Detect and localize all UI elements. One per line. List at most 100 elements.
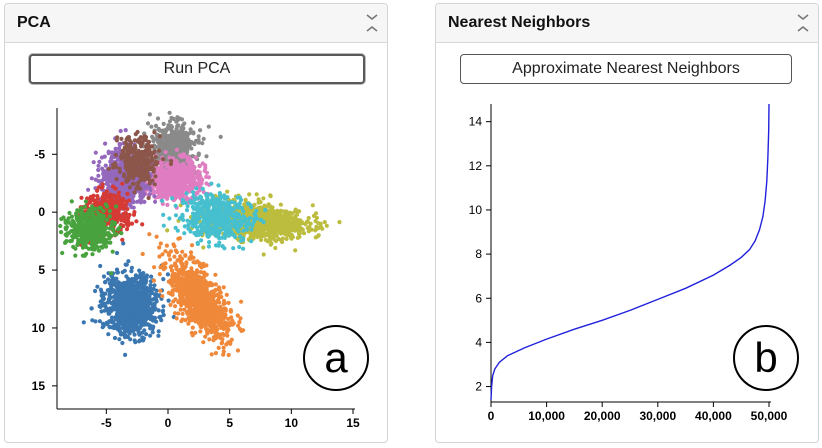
data-point [143, 285, 148, 290]
data-point [223, 313, 228, 318]
data-point [170, 283, 175, 288]
data-point [306, 215, 311, 221]
data-point [278, 202, 283, 207]
data-point [142, 328, 147, 333]
data-point [98, 304, 103, 309]
data-point [135, 302, 140, 307]
data-point [167, 257, 173, 262]
scatter-points [58, 110, 342, 358]
data-point [166, 290, 171, 295]
data-point [190, 275, 195, 280]
data-point [167, 110, 172, 115]
data-point [117, 169, 122, 174]
data-point [140, 335, 145, 340]
data-point [239, 328, 244, 333]
data-point [146, 299, 151, 304]
series-cluster-blue [81, 241, 176, 357]
data-point [162, 174, 167, 179]
data-point [274, 232, 279, 238]
data-point [89, 176, 94, 181]
data-point [153, 295, 158, 301]
data-point [156, 194, 161, 199]
data-point [141, 151, 146, 156]
data-point [114, 177, 119, 182]
data-point [218, 319, 223, 324]
data-point [282, 212, 287, 217]
data-point [209, 352, 214, 357]
data-point [136, 148, 141, 153]
data-point [180, 311, 185, 316]
data-point [175, 193, 181, 198]
data-point [219, 294, 224, 300]
data-point [284, 236, 289, 241]
data-point [173, 304, 178, 309]
data-point [123, 352, 128, 357]
data-point [307, 224, 312, 230]
data-point [191, 170, 196, 175]
data-point [160, 294, 165, 299]
data-point [159, 183, 164, 188]
data-point [114, 138, 119, 143]
data-point [185, 281, 191, 286]
data-point [96, 167, 101, 173]
data-point [138, 300, 143, 305]
data-point [133, 132, 138, 137]
data-point [258, 223, 263, 229]
data-point [197, 164, 202, 169]
run-pca-button[interactable]: Run PCA [29, 54, 365, 84]
data-point [161, 121, 166, 126]
data-point [102, 154, 107, 159]
data-point [179, 268, 184, 274]
data-point [121, 241, 126, 246]
data-point [147, 312, 152, 317]
data-point [216, 345, 221, 350]
data-point [121, 186, 126, 192]
data-point [133, 273, 138, 278]
data-point [168, 302, 173, 307]
data-point [106, 166, 111, 171]
data-point [318, 221, 323, 226]
data-point [114, 315, 119, 320]
data-point [122, 299, 127, 304]
data-point [159, 171, 164, 176]
data-point [169, 115, 174, 120]
data-point [273, 245, 278, 251]
data-point [152, 283, 157, 288]
data-point [90, 318, 95, 323]
data-point [205, 304, 210, 309]
data-point [107, 293, 112, 298]
data-point [128, 309, 133, 314]
data-point [201, 136, 206, 141]
data-point [198, 317, 203, 322]
data-point [136, 168, 141, 173]
data-point [168, 249, 174, 254]
data-point [287, 216, 292, 221]
data-point [295, 235, 300, 240]
data-point [225, 333, 230, 338]
data-point [217, 287, 222, 292]
data-point [118, 282, 123, 287]
data-point [225, 329, 230, 334]
data-point [193, 330, 198, 335]
data-point [105, 288, 110, 293]
collapse-chevron-icon[interactable] [365, 12, 379, 34]
data-point [206, 315, 211, 320]
data-point [126, 167, 131, 172]
data-point [148, 323, 153, 328]
data-point [141, 191, 146, 196]
data-point [187, 306, 193, 311]
data-point [148, 187, 153, 193]
data-point [277, 210, 283, 215]
data-point [144, 175, 149, 180]
data-point [222, 322, 227, 327]
data-point [258, 237, 264, 243]
data-point [109, 154, 115, 159]
data-point [153, 154, 158, 160]
data-point [196, 140, 201, 145]
data-point [153, 137, 158, 142]
data-point [109, 318, 114, 323]
data-point [119, 136, 124, 141]
data-point [112, 325, 117, 331]
data-point [189, 243, 195, 248]
data-point [86, 187, 91, 192]
